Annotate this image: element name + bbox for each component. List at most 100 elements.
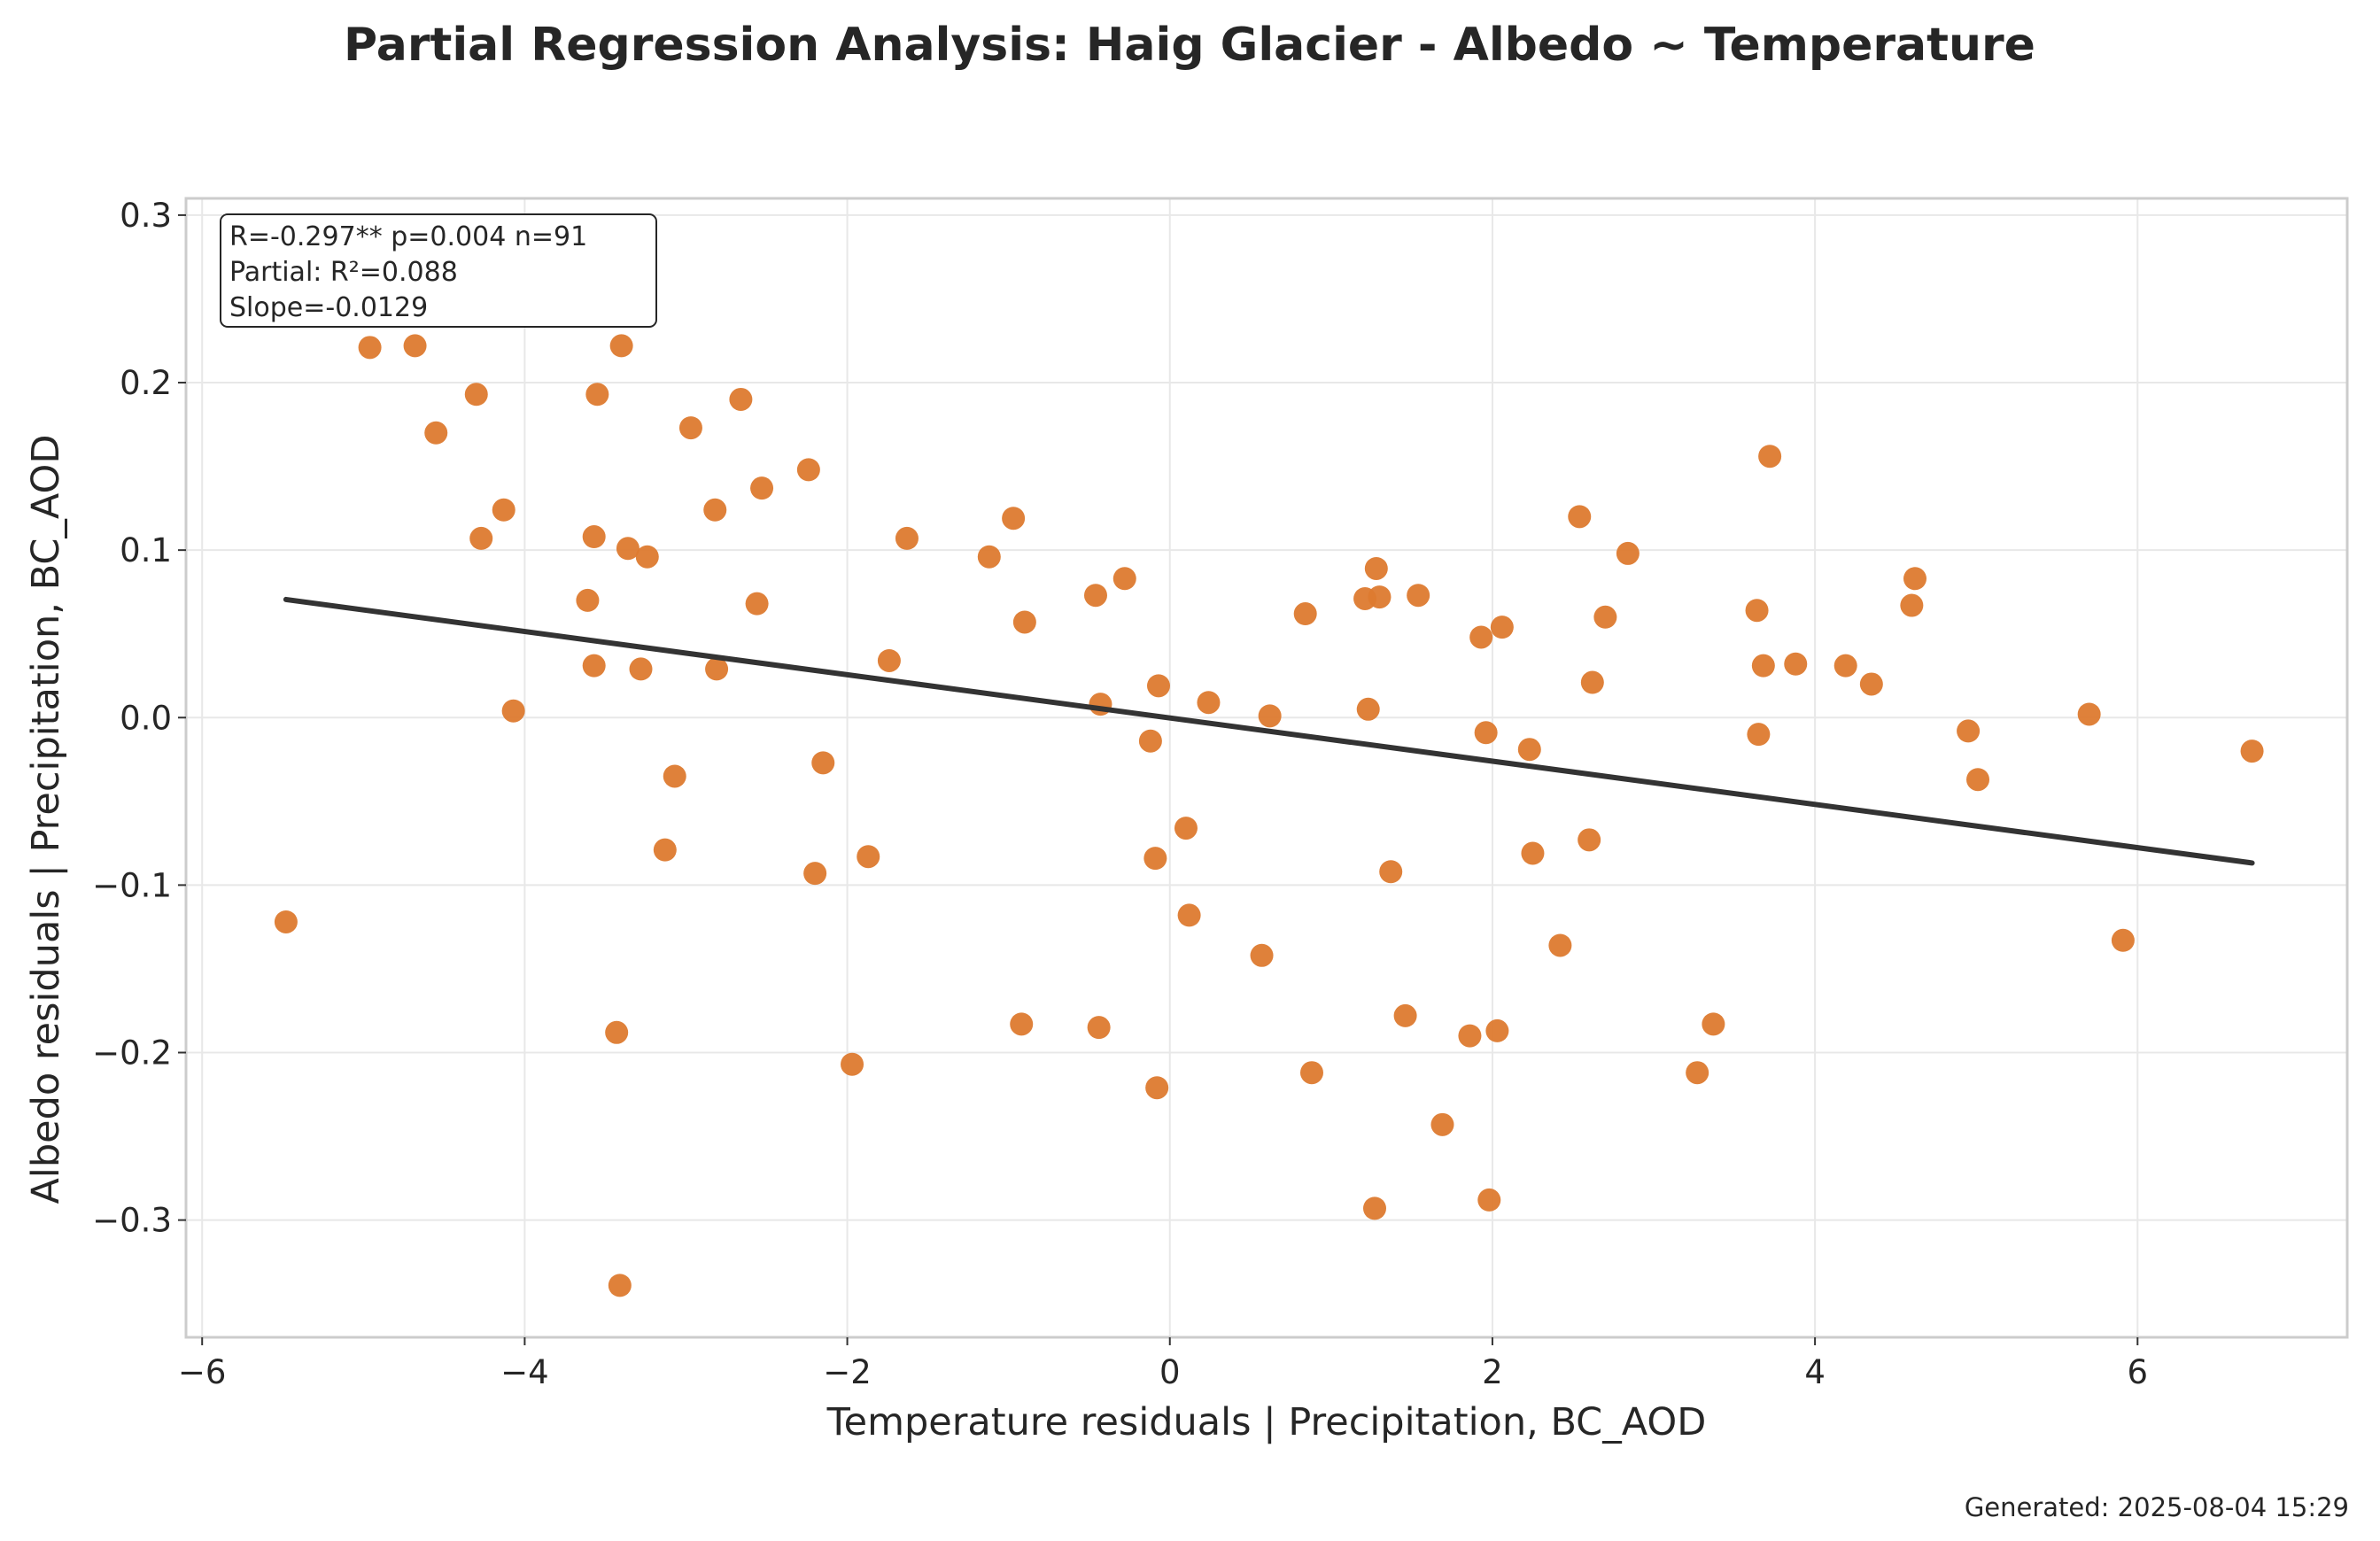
data-point [1087,1016,1111,1040]
data-point [1250,943,1274,967]
chart-title: Partial Regression Analysis: Haig Glacie… [344,19,2035,72]
data-point [609,334,633,358]
x-tick-label: 6 [2128,1353,2149,1391]
data-point [750,476,774,500]
data-point [1299,1061,1323,1085]
data-point [469,526,493,550]
data-point [1143,847,1167,871]
data-point [1966,768,1990,792]
data-point [1393,1003,1417,1027]
data-point [585,383,609,407]
data-point [1363,1196,1386,1220]
stats-box: R=-0.297** p=0.004 n=91 Partial: R²=0.08… [220,213,657,328]
data-point [1197,691,1221,715]
data-point [1859,672,1883,696]
data-point [1784,652,1808,676]
data-point [877,648,901,672]
data-point [1568,505,1592,529]
data-point [576,588,600,612]
data-point [1686,1061,1709,1085]
data-point [1010,1012,1034,1036]
y-tick-label: 0.2 [120,364,172,402]
data-point [274,910,298,933]
data-point [1293,602,1317,626]
data-point [1458,1024,1482,1048]
plot-frame [184,197,2349,1339]
y-tick-label: −0.1 [92,866,172,904]
data-point [1364,556,1388,580]
data-point [703,498,727,522]
data-point [501,699,525,723]
data-point [1379,860,1403,884]
data-point [1002,507,1026,530]
data-point [2240,740,2264,763]
data-point [1407,584,1430,608]
data-point [464,383,488,407]
data-point [1258,704,1282,728]
data-point [403,334,427,358]
data-point [2077,702,2101,726]
data-point [1356,697,1380,721]
data-point [1145,1076,1169,1100]
data-point [1485,1018,1509,1042]
x-tick-label: −4 [500,1353,549,1391]
x-axis-ticks: −6 −4 −2 0 2 4 6 [178,1337,2148,1391]
data-point [977,545,1001,569]
y-tick-label: 0.0 [120,699,172,737]
data-point [358,336,382,360]
data-point [895,526,919,550]
data-point [1747,723,1771,747]
data-point [1477,1188,1501,1212]
data-point [1548,933,1572,957]
data-point [705,657,729,681]
data-point [1517,738,1541,762]
scatter-points [274,334,2264,1297]
data-point [796,458,820,482]
data-point [1903,567,1926,591]
data-point [635,545,659,569]
data-point [1521,841,1545,865]
data-point [841,1052,864,1076]
data-point [605,1020,629,1044]
stats-line-r: R=-0.297** p=0.004 n=91 [229,221,587,252]
x-tick-label: 2 [1482,1353,1503,1391]
data-point [1580,670,1604,694]
data-point [1900,593,1924,617]
x-tick-label: −6 [178,1353,227,1391]
data-point [1469,625,1493,649]
data-point [678,416,702,440]
y-axis-ticks: −0.3 −0.2 −0.1 0.0 0.1 0.2 0.3 [92,197,186,1240]
data-point [1616,541,1640,565]
data-point [1758,445,1782,468]
data-point [1177,903,1201,927]
data-point [857,845,880,869]
data-point [1147,674,1170,698]
data-point [663,764,686,788]
data-point [629,657,653,681]
data-point [1702,1012,1725,1036]
stats-line-r2: Partial: R²=0.088 [229,257,458,288]
data-point [582,654,606,678]
data-point [608,1274,632,1297]
data-point [811,751,835,775]
regression-line-group [283,596,2255,866]
generated-timestamp: Generated: 2025-08-04 15:29 [1965,1492,2349,1522]
x-tick-label: 4 [1804,1353,1826,1391]
data-point [1745,599,1769,623]
y-axis-label: Albedo residuals | Precipitation, BC_AOD [24,435,68,1204]
data-point [1593,605,1617,629]
data-point [729,387,753,411]
data-point [616,537,640,561]
data-point [653,838,677,862]
data-point [1174,817,1198,840]
data-point [1490,616,1514,639]
stats-line-slope: Slope=-0.0129 [229,292,428,323]
stats-box-frame [220,213,657,328]
data-point [1083,584,1107,608]
data-point [1112,567,1136,591]
data-point [1578,828,1601,852]
y-tick-label: 0.3 [120,197,172,235]
data-point [803,862,827,886]
data-point [1833,654,1857,678]
